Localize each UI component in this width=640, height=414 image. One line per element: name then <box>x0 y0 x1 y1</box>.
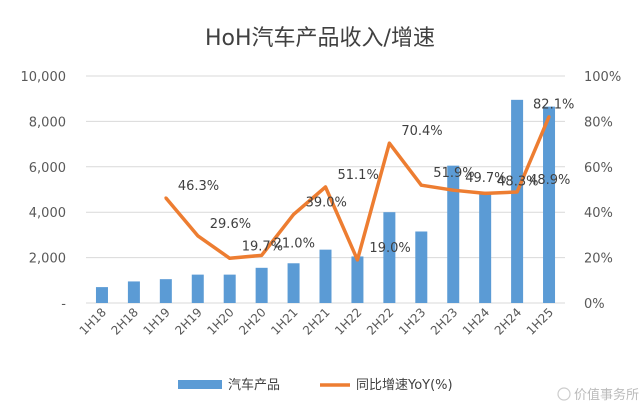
line-point <box>292 212 296 216</box>
x-tick-label: 2H22 <box>364 305 396 337</box>
x-axis: 1H18 2H18 1H19 2H19 1H20 2H20 1H21 2H21 1H22 2H22… <box>77 305 557 337</box>
y-left-tick-label: 4,000 <box>29 206 66 221</box>
line-point <box>483 191 487 195</box>
bar <box>319 249 332 303</box>
line-point <box>355 258 359 262</box>
x-tick-label: 1H25 <box>524 305 556 337</box>
line-data-label: 51.1% <box>338 168 379 183</box>
bar <box>415 231 428 303</box>
chart-title: HoH汽车产品收入/增速 <box>205 26 435 51</box>
bar <box>127 281 140 303</box>
y-right-tick-label: 0% <box>584 297 605 312</box>
bar <box>511 99 524 304</box>
x-tick-label: 2H24 <box>492 305 524 337</box>
line-data-label: 39.0% <box>306 195 347 210</box>
bar <box>479 191 492 303</box>
bar <box>447 165 460 303</box>
line-data-label: 46.3% <box>178 179 219 194</box>
x-tick-label: 1H19 <box>140 305 172 337</box>
watermark-text: 价值事务所 <box>574 387 639 403</box>
line-data-label: 21.0% <box>274 236 315 251</box>
line-point <box>547 115 551 119</box>
legend-label-bar: 汽车产品 <box>228 377 280 393</box>
bar <box>287 263 300 303</box>
y-left-tick-label: - <box>61 297 66 312</box>
x-tick-label: 1H21 <box>268 305 300 337</box>
bar <box>191 274 204 303</box>
x-tick-label: 1H22 <box>332 305 364 337</box>
line-data-label: 49.7% <box>465 171 506 186</box>
y-axis-right: 0% 20% 40% 60% 80% 100% <box>584 70 621 312</box>
line-data-labels: 46.3% 29.6% 19.7%21.0% 39.0% 51.1% 19.0% 70.4%… <box>178 98 575 256</box>
line-point <box>515 190 519 194</box>
line-data-label: 51.9% <box>433 166 474 181</box>
bar <box>159 279 172 303</box>
legend-label-line: 同比增速YoY(%) <box>356 378 453 393</box>
line-point <box>260 253 264 257</box>
line-data-label: 48.9% <box>529 173 570 188</box>
y-right-tick-label: 80% <box>584 115 613 130</box>
line-series <box>164 115 551 262</box>
line-point <box>228 256 232 260</box>
line-data-label: 19.7% <box>242 239 283 254</box>
line-data-label: 29.6% <box>210 217 251 232</box>
bar <box>351 256 364 303</box>
y-left-tick-label: 2,000 <box>29 252 66 267</box>
line-point <box>196 234 200 238</box>
y-right-tick-label: 100% <box>584 70 621 85</box>
x-tick-label: 2H19 <box>172 305 204 337</box>
bar <box>95 287 108 303</box>
x-tick-label: 2H18 <box>109 305 141 337</box>
y-right-tick-label: 20% <box>584 252 613 267</box>
bar <box>255 267 268 303</box>
y-left-tick-label: 10,000 <box>21 70 67 85</box>
x-tick-label: 1H23 <box>396 305 428 337</box>
watermark: 价值事务所 <box>557 387 639 403</box>
line-point <box>451 188 455 192</box>
x-tick-label: 1H24 <box>460 305 492 337</box>
line-data-label: 19.0% <box>369 241 410 256</box>
line-point <box>164 196 168 200</box>
x-tick-label: 2H23 <box>428 305 460 337</box>
series-line <box>164 115 551 262</box>
x-tick-label: 2H20 <box>236 305 268 337</box>
bar <box>383 212 396 303</box>
x-tick-label: 1H18 <box>77 305 109 337</box>
line-data-label: 70.4% <box>401 124 442 139</box>
line-point <box>419 183 423 187</box>
line-point <box>324 185 327 189</box>
line-data-label: 82.1% <box>533 98 574 113</box>
y-left-tick-label: 8,000 <box>29 115 66 130</box>
watermark-logo-icon <box>557 387 571 401</box>
legend: 汽车产品 同比增速YoY(%) <box>178 377 453 393</box>
bar <box>223 274 236 303</box>
legend-swatch-bar <box>178 380 222 389</box>
y-axis-left: - 2,000 4,000 6,000 8,000 10,000 <box>21 70 67 312</box>
x-tick-label: 2H21 <box>300 305 332 337</box>
y-right-tick-label: 40% <box>584 206 613 221</box>
x-tick-label: 1H20 <box>204 305 236 337</box>
y-right-tick-label: 60% <box>584 161 613 176</box>
bar-series <box>95 99 556 304</box>
line-data-label: 48.3% <box>497 174 538 189</box>
y-left-tick-label: 6,000 <box>29 161 66 176</box>
line-point <box>387 141 391 145</box>
bar <box>543 106 556 304</box>
